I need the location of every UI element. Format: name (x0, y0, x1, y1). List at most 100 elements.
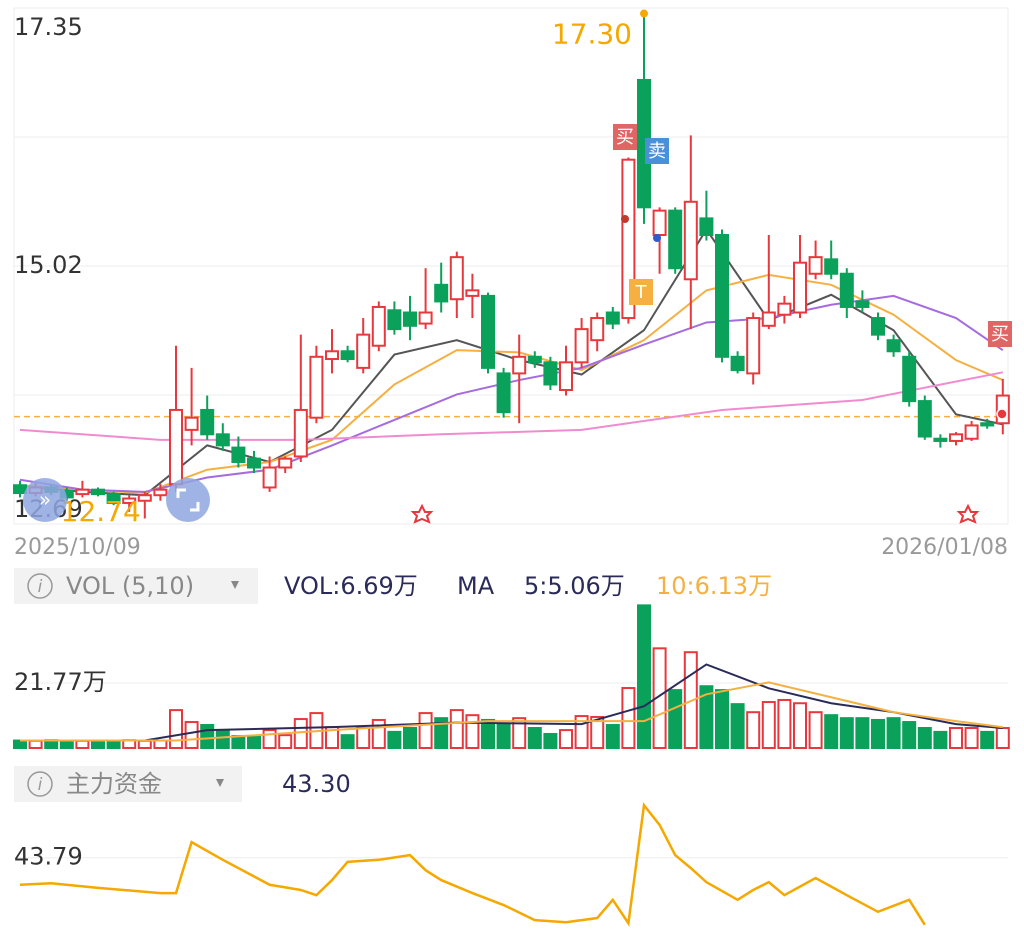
candle-body (683, 200, 698, 281)
volume-bar (512, 717, 527, 750)
candle-body (325, 350, 339, 361)
ma-line (20, 681, 1003, 742)
candle-body (75, 488, 90, 496)
volume-bar (293, 718, 308, 750)
signal-text: 卖 (648, 141, 666, 162)
volume-bar (917, 727, 932, 749)
fullscreen-button[interactable] (166, 478, 210, 522)
signal-badge (645, 138, 669, 164)
candle-body (917, 400, 932, 438)
candle-body (761, 311, 776, 327)
volume-bar (449, 709, 464, 750)
volume-bar (184, 721, 199, 750)
candle-body (13, 484, 27, 494)
candle-body (839, 272, 854, 308)
candle-body (418, 311, 433, 325)
info-icon[interactable] (27, 771, 53, 797)
volume-bar (933, 730, 948, 749)
volume-bar (28, 739, 43, 749)
volume-bar (949, 727, 963, 749)
candle-body (247, 457, 261, 469)
candle-body (231, 446, 246, 463)
volume-bar (481, 718, 495, 749)
signal-text: T (635, 282, 648, 303)
candle-body (106, 493, 121, 504)
volume-bar (793, 702, 807, 750)
high-label: 17.30 (552, 18, 632, 51)
volume-bar (418, 712, 433, 749)
candle-body (808, 256, 823, 275)
candle-body (949, 433, 963, 442)
candle-body (169, 408, 183, 486)
candle-body (340, 350, 355, 361)
volume-bar (652, 647, 667, 749)
vol-header-box[interactable] (14, 568, 258, 604)
volume-bar (777, 698, 792, 749)
volume-bar (434, 717, 449, 750)
volume-bar (699, 685, 714, 750)
volume-bar (278, 734, 293, 750)
volume-bar (59, 740, 74, 749)
volume-bar (231, 735, 246, 749)
volume-bar (559, 729, 573, 750)
volume-bar (13, 739, 27, 750)
candle-body (496, 372, 511, 414)
info-icon[interactable] (27, 573, 53, 599)
marks: 17.3515.0212.692025/10/092026/01/0817.30… (13, 7, 1012, 927)
volume-bar (995, 727, 1010, 749)
candle-body (590, 317, 605, 342)
candle-body (387, 309, 402, 331)
candle-body (465, 289, 480, 297)
volume-bar (137, 739, 152, 749)
ma-line (19, 371, 1003, 441)
volume-bar (637, 604, 651, 749)
candle-body (153, 488, 168, 497)
candle-body (793, 261, 807, 314)
candle-body (605, 311, 620, 325)
volume-bar (839, 717, 854, 750)
fund-line (19, 802, 926, 927)
star-icon (410, 503, 434, 524)
volume-bar (855, 717, 870, 750)
y-tick-label: 21.77万 (14, 668, 107, 696)
candle-body (933, 437, 948, 442)
volume-bar (75, 739, 90, 749)
candle-body (200, 408, 215, 436)
info-i: i (38, 577, 43, 597)
candle-body (699, 217, 714, 236)
volume-bar (387, 730, 402, 749)
candle-body (527, 355, 542, 364)
y-tick-label: 15.02 (14, 251, 83, 279)
candle-body (309, 355, 324, 419)
candle-body (356, 333, 371, 369)
candle-body (543, 361, 558, 386)
expand-button[interactable] (23, 478, 67, 522)
signal-badge (629, 279, 653, 305)
candle-body (621, 158, 636, 320)
volume-bar (543, 732, 558, 750)
candle-body (403, 311, 417, 327)
last-dot (996, 408, 1008, 420)
volume-bar (153, 739, 168, 750)
volume-bar (200, 724, 215, 749)
dropdown-arrow[interactable] (216, 779, 224, 787)
volume-bar (106, 740, 121, 750)
candle-body (512, 355, 527, 375)
volume-bar (340, 734, 355, 750)
candle-body (137, 494, 152, 502)
buy-dot (621, 215, 629, 223)
candle-body (980, 422, 995, 427)
volume-bar (980, 730, 995, 749)
candle-body (871, 317, 885, 336)
candle-body (122, 497, 137, 504)
candle-body (434, 283, 449, 303)
volume-bar (169, 709, 183, 750)
ma5-value: 5:5.06万 (524, 572, 625, 600)
volume-bar (715, 689, 729, 750)
candle-body (91, 488, 105, 496)
signal-text: 买 (991, 324, 1009, 345)
candle-body (824, 258, 839, 275)
info-i: i (38, 775, 43, 795)
dropdown-arrow[interactable] (231, 581, 239, 589)
